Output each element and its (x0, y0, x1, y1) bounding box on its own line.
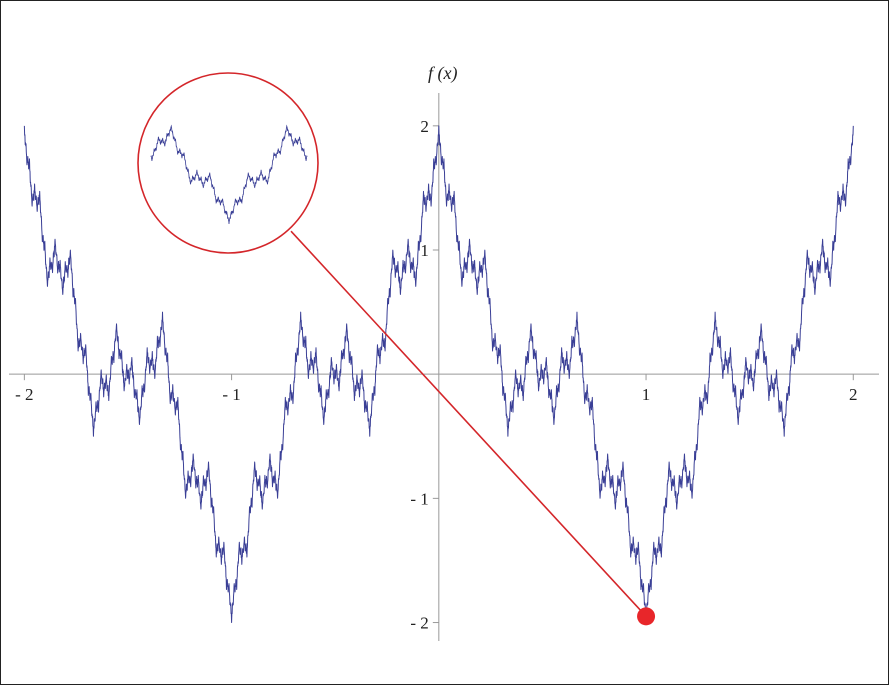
highlight-layer (637, 607, 656, 626)
series-line (23, 125, 854, 623)
x-tick-label: - 1 (222, 385, 240, 404)
series-layer (23, 125, 854, 623)
x-tick-label: 2 (849, 385, 858, 404)
zoom-inset (137, 72, 319, 254)
zoom-inset-circle (137, 72, 319, 254)
connector-layer (290, 230, 647, 617)
y-tick-label: - 1 (410, 489, 428, 508)
y-tick-label: - 2 (410, 614, 428, 633)
y-axis-title: f (x) (428, 63, 457, 84)
y-tick-label: 2 (420, 117, 429, 136)
y-tick-label: 1 (420, 241, 429, 260)
x-tick-label: - 2 (15, 385, 33, 404)
label-layer: f (x) (428, 63, 457, 84)
highlight-point (637, 607, 656, 626)
zoom-connector-line (290, 230, 647, 617)
axes: - 2 - 1 1 2 - 2 - 1 1 2 (9, 93, 879, 641)
zoom-inset-curve (150, 124, 308, 225)
x-tick-label: 1 (642, 385, 651, 404)
